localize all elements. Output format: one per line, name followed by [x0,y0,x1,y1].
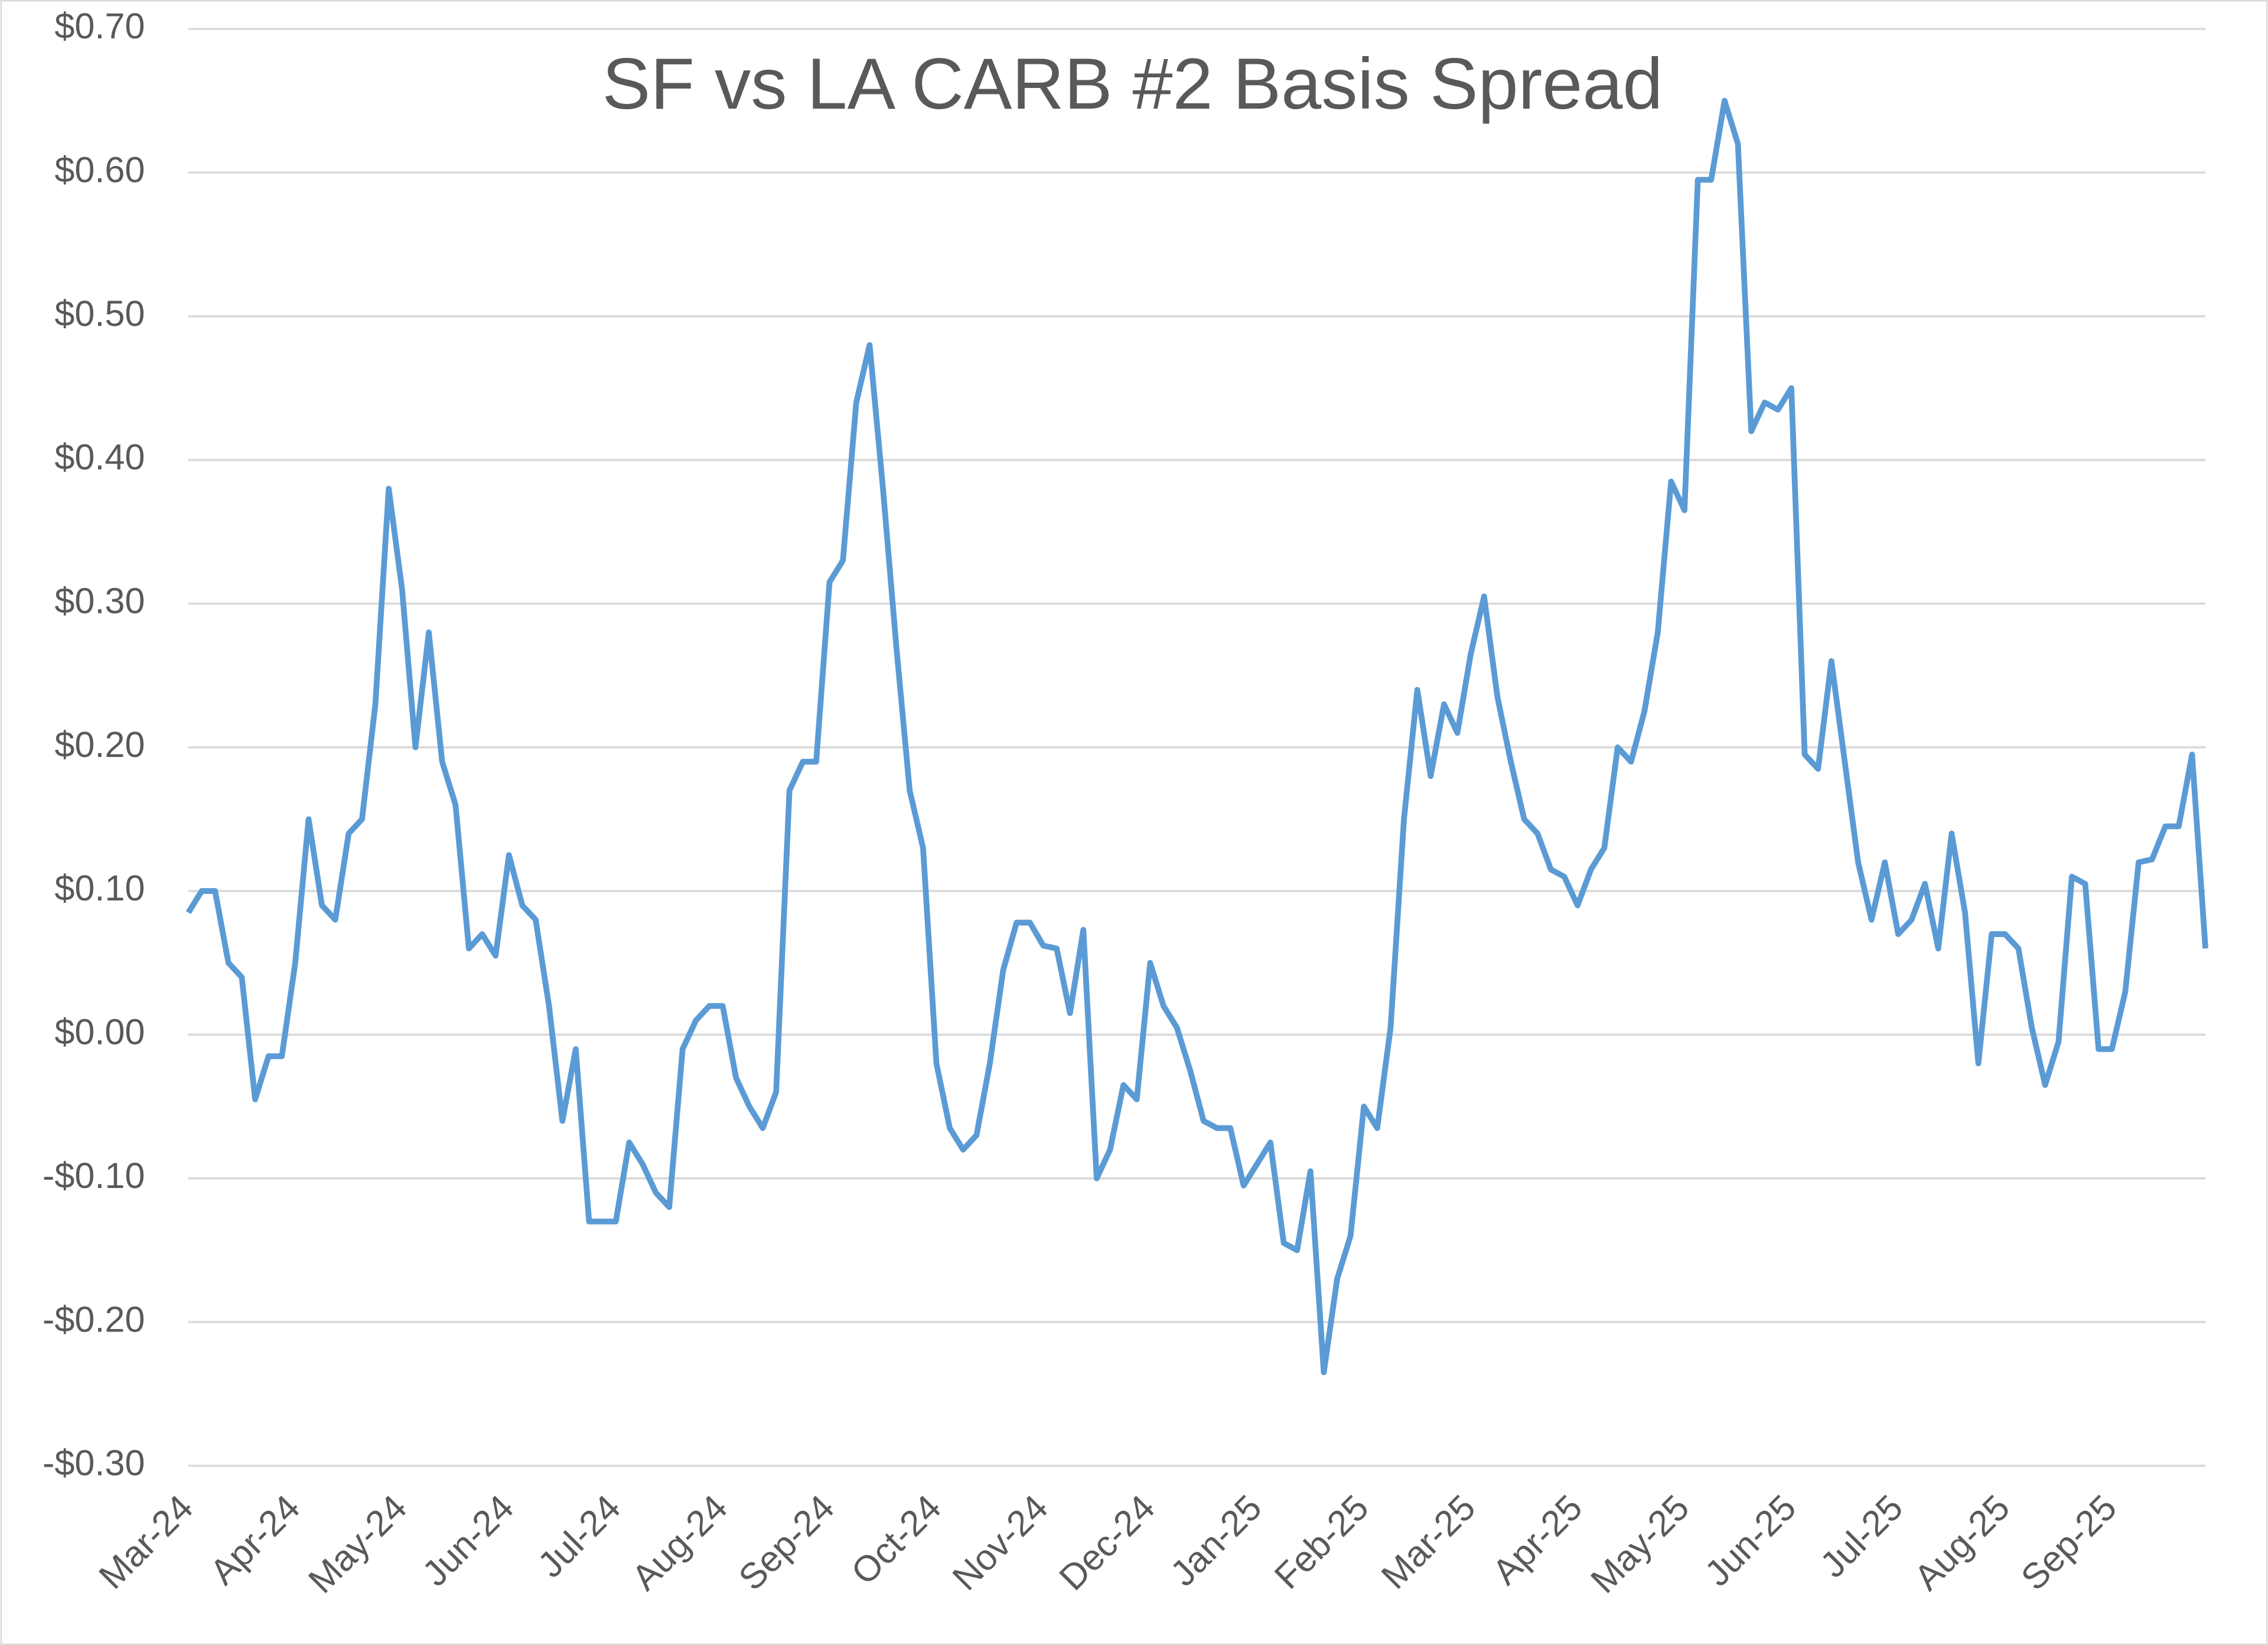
y-tick-label: $0.20 [54,724,145,765]
y-tick-label: $0.10 [54,868,145,908]
data-line [185,97,2208,1376]
y-tick-label: $0.40 [54,437,145,477]
y-tick-label: -$0.10 [43,1156,145,1196]
chart-title: SF vs LA CARB #2 Basis Spread [602,43,1663,124]
y-tick-label: $0.70 [54,6,145,46]
y-tick-label: $0.30 [54,581,145,621]
y-tick-label: -$0.30 [43,1443,145,1483]
y-tick-label: -$0.20 [43,1299,145,1339]
y-tick-label: $0.60 [54,149,145,190]
y-tick-label: $0.50 [54,293,145,334]
y-tick-label: $0.00 [54,1012,145,1052]
